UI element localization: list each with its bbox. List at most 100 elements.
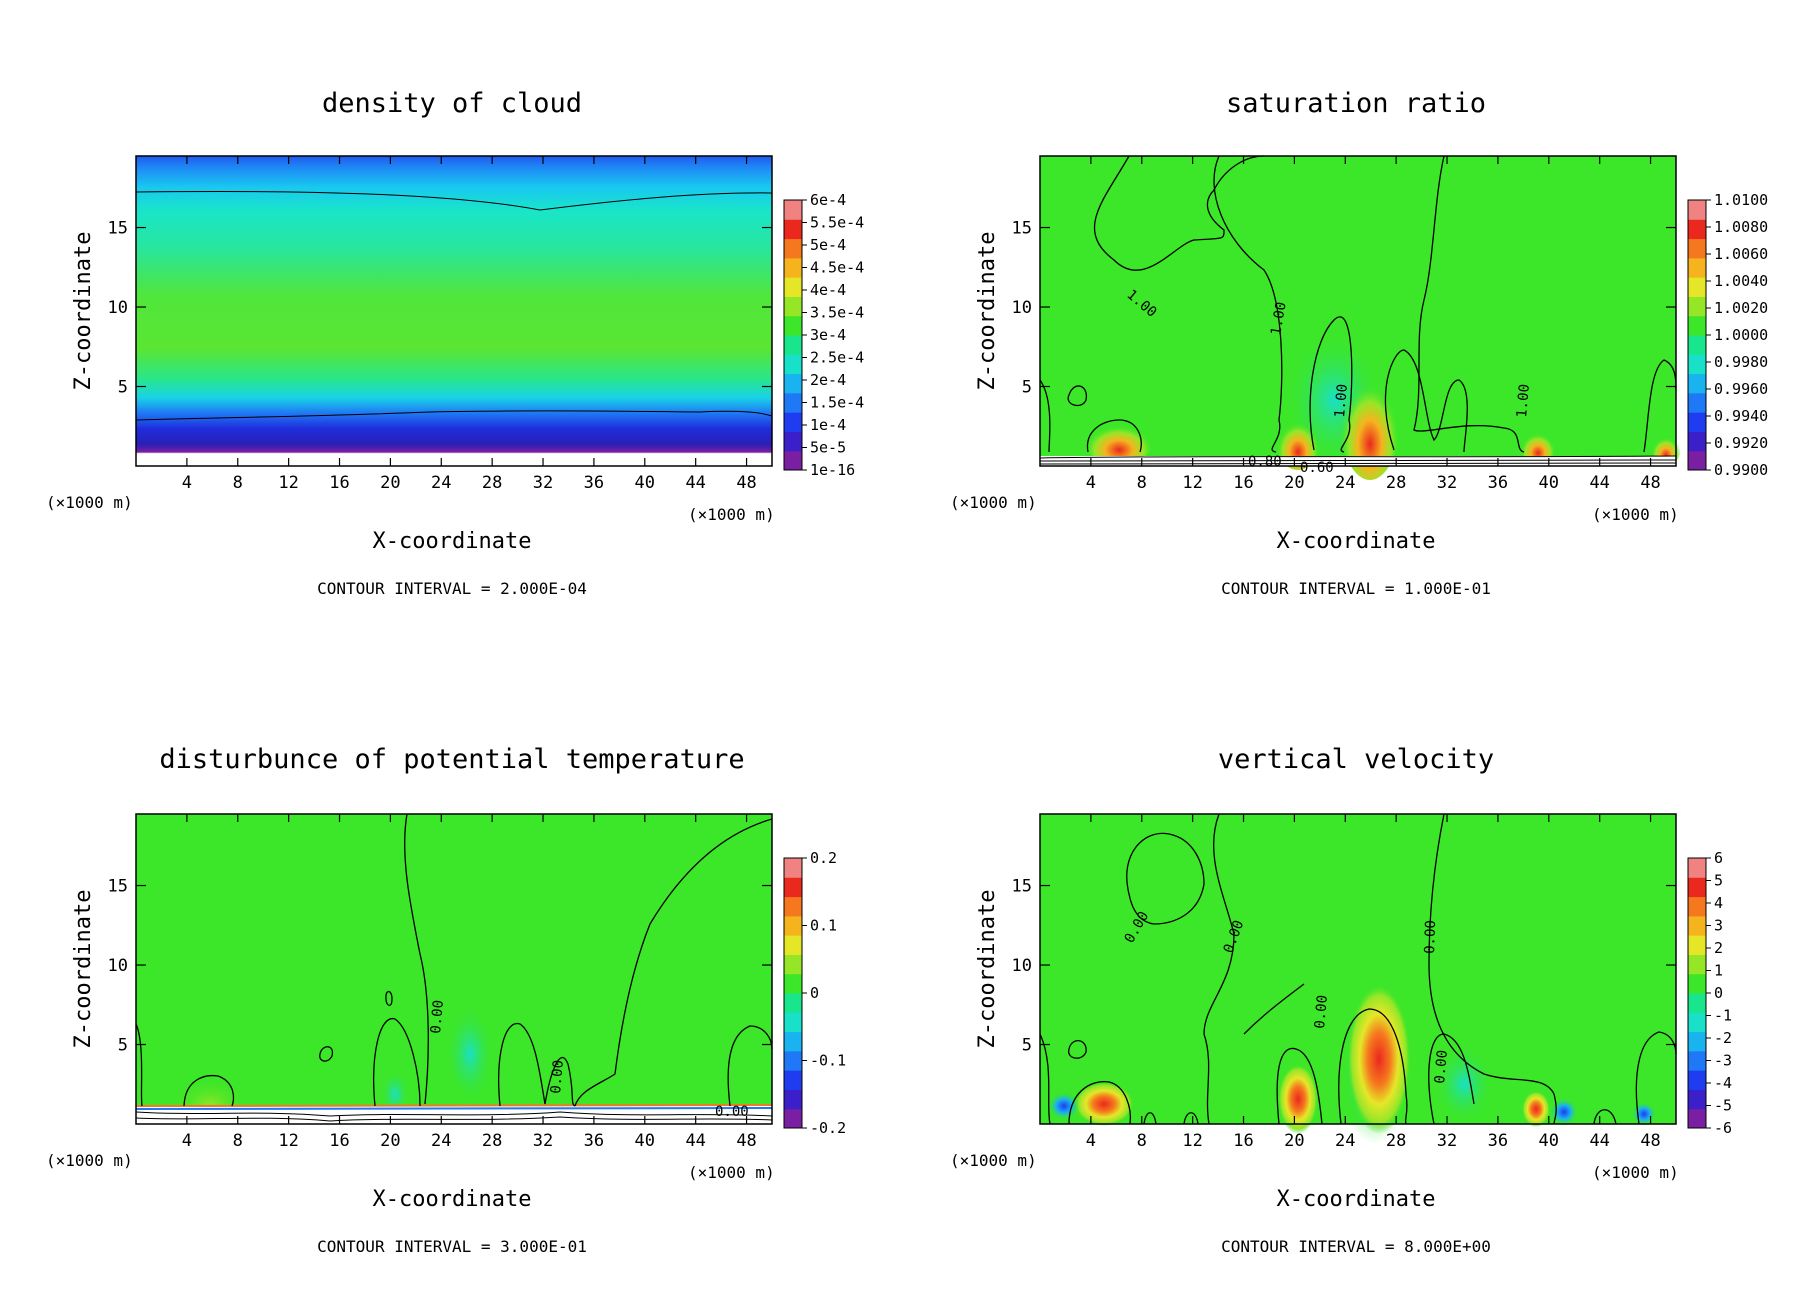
x-tick-label: 12	[278, 473, 298, 493]
chart-density-of-cloud: density of cloud 4 8 12 16 20 24 28 32 36 40 44 485…	[46, 88, 864, 598]
contour-line	[574, 818, 773, 1107]
x-tick-label: 48	[1640, 1131, 1660, 1151]
contour-label: 1.00	[1268, 301, 1290, 337]
chart-title: saturation ratio	[1226, 88, 1486, 119]
colorbar-label: 1.0040	[1714, 272, 1768, 290]
plot-frame	[135, 155, 773, 467]
colorbar-segment	[1688, 896, 1706, 917]
contour-line	[1413, 155, 1525, 453]
x-tick-label: 8	[1137, 473, 1147, 493]
colorbar-segment	[784, 973, 802, 994]
x-tick-label: 24	[431, 1131, 451, 1151]
colorbar-label: 1e-4	[810, 416, 846, 434]
colorbar-segment	[1688, 858, 1706, 878]
x-tick-label: 32	[533, 473, 553, 493]
x-tick-label: 28	[482, 473, 502, 493]
colorbar-label: -0.2	[810, 1119, 846, 1137]
x-tick-label: 4	[1086, 1131, 1096, 1151]
x-tick-label: 28	[482, 1131, 502, 1151]
x-tick-label: 40	[635, 473, 655, 493]
colorbar-segment	[784, 412, 802, 432]
x-tick-label: 32	[533, 1131, 553, 1151]
contour-line	[727, 1025, 773, 1107]
colorbar-segment	[784, 354, 802, 375]
colorbar: 1e-16 5e-5 1e-4 1.5e-4 2e-4 2.5e-4 3e-4 3.5e-4 4…	[783, 191, 864, 479]
contour-line	[1213, 155, 1283, 453]
contour-line	[1086, 419, 1142, 453]
chart-potential-temperature: disturbunce of potential temperature 0.0…	[46, 744, 846, 1256]
colorbar-segment	[784, 335, 802, 355]
contour-label: 0.00	[1312, 994, 1331, 1029]
contour-line	[373, 1018, 421, 1107]
plot-frame	[1039, 813, 1677, 1125]
field-feature	[1520, 425, 1556, 465]
colorbar-label: 5e-4	[810, 236, 846, 254]
colorbar-label: 0.9940	[1714, 407, 1768, 425]
contour-line	[1243, 983, 1305, 1035]
field-feature	[1048, 1092, 1080, 1120]
y-tick-label: 15	[108, 877, 128, 897]
colorbar-segment	[1688, 412, 1706, 432]
y-axis-label: Z-coordinate	[71, 890, 96, 1049]
contour-label: 0.00	[1422, 920, 1439, 954]
colorbar-segment	[1688, 1031, 1706, 1052]
contour-line	[1338, 1008, 1408, 1125]
colorbar-label: 1	[1714, 962, 1723, 980]
y-axis-label: Z-coordinate	[71, 232, 96, 391]
y-tick-label: 10	[108, 298, 128, 318]
contour-label: 0.00	[428, 999, 447, 1034]
colorbar-segment	[784, 296, 802, 317]
contour-interval: CONTOUR INTERVAL = 1.000E-01	[1221, 579, 1491, 598]
panel-vertical-velocity: vertical velocity 0.00 0.00 0.00 0.00 0.…	[904, 654, 1808, 1308]
colorbar-segment	[784, 896, 802, 917]
colorbar-segment	[1688, 877, 1706, 898]
x-tick-label: 48	[736, 473, 756, 493]
colorbar-segment	[784, 373, 802, 394]
chart-title: density of cloud	[322, 88, 582, 119]
colorbar-label: 4e-4	[810, 281, 846, 299]
colorbar-segment	[784, 257, 802, 278]
contour-label: 0.00	[1432, 1049, 1451, 1084]
contour-label: 0.80	[1248, 454, 1282, 470]
x-tick-label: 36	[584, 1131, 604, 1151]
panel-density-of-cloud: density of cloud 4 8 12 16 20 24 28 32 36 40 44 48 5…	[0, 0, 904, 654]
field-feature	[1074, 1082, 1134, 1126]
contour-line	[404, 813, 429, 1105]
x-tick-label: 48	[736, 1131, 756, 1151]
colorbar-label: 1.0020	[1714, 299, 1768, 317]
colorbar-segment	[1688, 915, 1706, 936]
x-tick-label: 16	[329, 473, 349, 493]
x-tick-label: 24	[431, 473, 451, 493]
x-tick-label: 44	[1589, 473, 1609, 493]
colorbar-label: -6	[1714, 1119, 1732, 1137]
field-feature	[1276, 410, 1320, 470]
x-tick-label: 8	[1137, 1131, 1147, 1151]
colorbar-label: 4.5e-4	[810, 259, 864, 277]
colorbar-label: 0.1	[810, 917, 837, 935]
x-tick-label: 20	[380, 473, 400, 493]
colorbar-segment	[784, 200, 802, 220]
colorbar-segment	[784, 1012, 802, 1033]
colorbar-label: 5.5e-4	[810, 214, 864, 232]
colorbar-segment	[784, 1089, 802, 1110]
field-feature	[445, 1004, 495, 1104]
colorbar-segment	[784, 392, 802, 413]
contour-line	[1067, 385, 1087, 407]
x-tick-label: 24	[1335, 473, 1355, 493]
colorbar-label: 4	[1714, 894, 1723, 912]
colorbar-segment	[1688, 935, 1706, 955]
x-tick-label: 36	[1488, 1131, 1508, 1151]
field-feature	[1632, 1102, 1656, 1126]
plot-area	[135, 155, 773, 467]
panel-saturation-ratio: saturation ratio 1.00 1.00 1.00 1.00 0.8…	[904, 0, 1808, 654]
colorbar-segment	[1688, 257, 1706, 278]
colorbar-segment	[1688, 354, 1706, 375]
colorbar-segment	[784, 1108, 802, 1129]
field-feature	[1340, 360, 1400, 480]
x-tick-label: 20	[380, 1131, 400, 1151]
contour-line	[1276, 1047, 1323, 1125]
colorbar-label: 2e-4	[810, 371, 846, 389]
colorbar: -6 -5 -4 -3 -2 -1 0 1 2 3 4 5 6	[1687, 849, 1732, 1137]
